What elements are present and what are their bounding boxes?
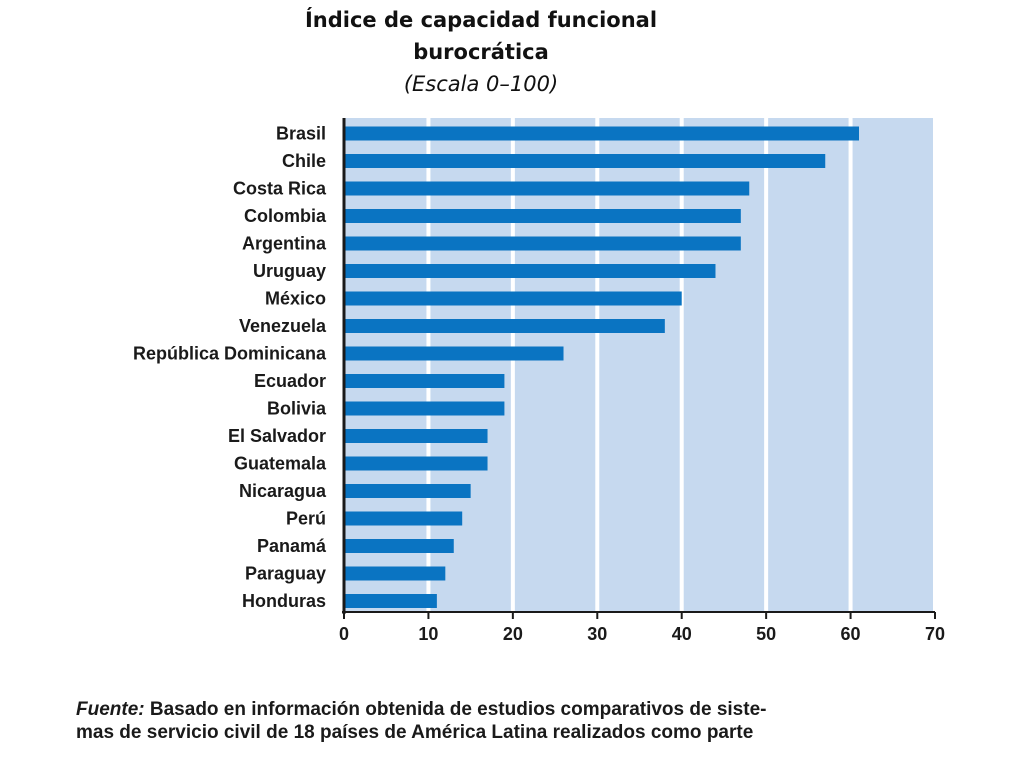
bar xyxy=(344,566,446,581)
bar xyxy=(344,374,505,388)
chart-title-block: Índice de capacidad funcional burocrátic… xyxy=(0,4,962,100)
x-tick-label: 10 xyxy=(418,624,438,644)
bar xyxy=(344,264,716,278)
source-text-1: Basado en información obtenida de estudi… xyxy=(149,699,767,720)
category-label: Panamá xyxy=(257,536,327,556)
category-label: Paraguay xyxy=(245,564,326,584)
category-label: Bolivia xyxy=(267,399,327,419)
category-label: Perú xyxy=(286,509,326,529)
plot-background xyxy=(344,118,935,612)
chart-title-line-1: Índice de capacidad funcional xyxy=(304,8,658,32)
x-tick-label: 30 xyxy=(587,624,607,644)
bar xyxy=(344,456,488,471)
bar xyxy=(344,126,860,141)
category-label: Nicaragua xyxy=(239,481,327,501)
bar xyxy=(344,154,826,168)
x-tick-label: 20 xyxy=(503,624,523,644)
category-label: Costa Rica xyxy=(233,179,327,199)
category-label: República Dominicana xyxy=(133,344,327,364)
bar xyxy=(344,291,682,306)
bar xyxy=(344,539,454,553)
x-tick-label: 40 xyxy=(672,624,692,644)
bar xyxy=(344,319,665,333)
bar xyxy=(344,484,471,498)
source-line-2: mas de servicio civil de 18 países de Am… xyxy=(76,722,754,743)
bar-chart: Brasil Chile Costa Rica Colombia Argentina Ur… xyxy=(133,118,945,644)
x-tick-label: 0 xyxy=(339,624,349,644)
category-label: Colombia xyxy=(244,206,327,226)
bar xyxy=(344,401,505,416)
bar xyxy=(344,429,488,443)
category-label: Argentina xyxy=(242,234,327,254)
category-label: Guatemala xyxy=(234,454,327,474)
category-label: México xyxy=(265,289,326,309)
category-label: El Salvador xyxy=(228,426,326,446)
category-label: Chile xyxy=(282,151,326,171)
x-tick-label: 50 xyxy=(756,624,776,644)
bar xyxy=(344,511,463,526)
category-label: Brasil xyxy=(276,124,326,144)
bar xyxy=(344,209,741,223)
source-line-1: Fuente: Basado en información obtenida d… xyxy=(76,698,956,721)
category-label: Uruguay xyxy=(253,261,326,281)
source-note: Fuente: Basado en información obtenida d… xyxy=(76,698,956,744)
x-tick-label: 60 xyxy=(841,624,861,644)
bar xyxy=(344,594,437,608)
chart-title-line-2: burocrática xyxy=(413,40,549,64)
x-tick-label: 70 xyxy=(925,624,945,644)
source-label: Fuente: xyxy=(76,699,145,720)
bar xyxy=(344,236,741,251)
bar xyxy=(344,181,750,196)
category-label: Honduras xyxy=(242,591,326,611)
category-label: Ecuador xyxy=(254,371,326,391)
bar xyxy=(344,346,564,361)
chart-subtitle: (Escala 0–100) xyxy=(403,72,559,96)
category-label: Venezuela xyxy=(239,316,327,336)
